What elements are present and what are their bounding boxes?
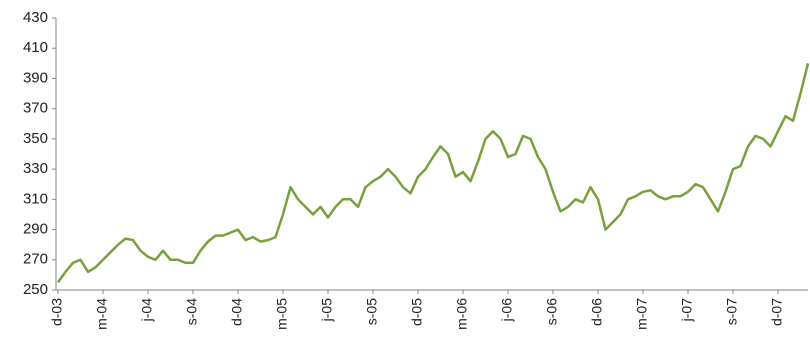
- y-tick-label: 430: [23, 9, 48, 26]
- x-tick-label: s-07: [724, 298, 740, 325]
- x-tick-label: j-06: [499, 298, 515, 323]
- x-tick-label: s-06: [544, 298, 560, 325]
- y-tick-label: 370: [23, 100, 48, 117]
- price-line: [56, 62, 810, 284]
- x-tick-label: d-07: [769, 298, 785, 326]
- x-tick-label: m-05: [274, 298, 290, 330]
- y-tick-label: 410: [23, 39, 48, 56]
- x-tick-label: j-05: [319, 298, 335, 323]
- x-tick-label: j-07: [679, 298, 695, 323]
- x-tick-label: d-05: [409, 298, 425, 326]
- y-tick-label: 310: [23, 190, 48, 207]
- x-tick-label: s-04: [184, 298, 200, 325]
- x-tick-label: s-05: [364, 298, 380, 325]
- x-tick-label: m-04: [94, 298, 110, 330]
- x-tick-label: m-07: [634, 298, 650, 330]
- x-tick-label: d-03: [49, 298, 65, 326]
- x-tick-label: m-06: [454, 298, 470, 330]
- y-tick-label: 250: [23, 281, 48, 298]
- y-tick-label: 350: [23, 130, 48, 147]
- x-tick-label: j-04: [139, 298, 155, 323]
- x-tick-label: d-06: [589, 298, 605, 326]
- y-tick-label: 290: [23, 221, 48, 238]
- x-tick-label: d-04: [229, 298, 245, 326]
- y-tick-label: 270: [23, 251, 48, 268]
- y-tick-label: 390: [23, 69, 48, 86]
- y-tick-label: 330: [23, 160, 48, 177]
